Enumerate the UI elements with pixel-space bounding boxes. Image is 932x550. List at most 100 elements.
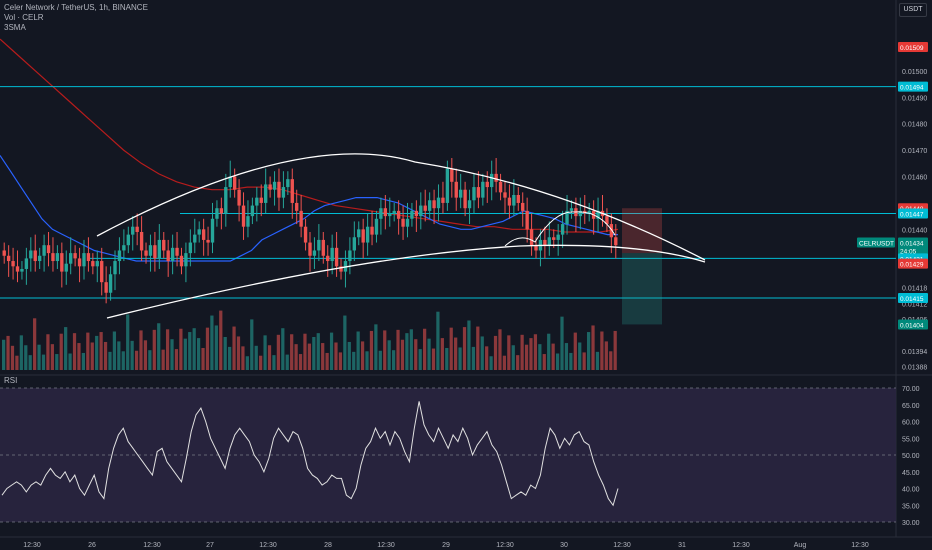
volume-bar <box>449 327 453 370</box>
price-tick-label: 0.01480 <box>902 122 927 129</box>
volume-bar <box>564 343 569 370</box>
price-tag-box <box>898 319 928 330</box>
volume-bar <box>516 355 520 370</box>
volume-indicator-label[interactable]: Vol · CELR <box>4 13 44 22</box>
candle-body <box>131 226 135 235</box>
volume-bar <box>538 344 542 370</box>
candle-body <box>77 258 82 267</box>
candle-body <box>210 218 215 243</box>
volume-bar <box>103 341 108 370</box>
price-tag-label: CELRUSDT <box>859 241 894 248</box>
volume-bar <box>130 340 134 370</box>
candle-body <box>312 250 317 256</box>
candle-body <box>144 250 148 256</box>
candle-body <box>383 208 388 217</box>
candle-body <box>228 176 232 188</box>
price-tag-box <box>898 245 928 256</box>
candle-body <box>605 216 609 225</box>
candle-body <box>157 239 162 259</box>
candle-body <box>69 253 73 264</box>
candle-body <box>614 237 618 246</box>
volume-bar <box>68 353 72 370</box>
candle-body <box>6 255 11 262</box>
candle-body <box>33 250 37 262</box>
time-tick-label: 12:30 <box>496 542 514 549</box>
volume-bar <box>170 339 174 370</box>
candle-body <box>552 237 556 240</box>
candle-body <box>432 200 436 209</box>
rsi-line <box>1 401 619 507</box>
price-tick-label: 0.01490 <box>902 95 927 102</box>
time-tick-label: 12:30 <box>732 542 750 549</box>
volume-bar <box>250 319 254 370</box>
rsi-tick-label: 60.00 <box>902 420 920 427</box>
volume-bar <box>321 343 325 370</box>
volume-bar <box>458 347 462 370</box>
candle-body <box>348 250 352 262</box>
volume-bar <box>276 334 280 370</box>
volume-bar <box>427 338 431 370</box>
volume-bar <box>86 332 90 370</box>
candle-body <box>206 239 210 243</box>
volume-bar <box>307 343 312 370</box>
volume-bar <box>24 345 28 370</box>
volume-bar <box>471 346 475 370</box>
candle-body <box>498 181 503 193</box>
volume-bar <box>338 352 343 370</box>
candle-body <box>352 237 357 251</box>
volume-bar <box>196 338 201 370</box>
candle-body <box>122 245 126 251</box>
time-tick-label: 27 <box>206 542 214 549</box>
candle-body <box>525 210 529 230</box>
volume-bar <box>431 348 436 370</box>
candle-body <box>246 216 250 227</box>
volume-bar <box>533 334 538 370</box>
volume-bar <box>595 351 600 370</box>
volume-bar <box>134 350 139 370</box>
candle-body <box>326 255 330 262</box>
candle-body <box>15 266 20 272</box>
time-tick-label: Aug <box>794 542 807 549</box>
volume-bar <box>440 338 444 370</box>
currency-button[interactable]: USDT <box>899 3 927 17</box>
volume-bar <box>219 310 223 370</box>
candle-body <box>463 189 467 209</box>
price-tick-label: 0.01388 <box>902 365 927 372</box>
candle-body <box>494 173 498 182</box>
volume-bar <box>454 337 458 370</box>
volume-bar <box>325 352 329 370</box>
rsi-tick-label: 45.00 <box>902 470 920 477</box>
rsi-tick-label: 50.00 <box>902 453 920 460</box>
candle-body <box>73 253 77 259</box>
candle-body <box>609 224 614 238</box>
volume-bar <box>245 356 249 370</box>
candle-body <box>86 253 91 262</box>
time-tick-label: 12:30 <box>851 542 869 549</box>
candle-body <box>37 255 42 262</box>
volume-bar <box>33 318 37 370</box>
volume-bar <box>582 352 586 370</box>
volume-bar <box>529 338 533 370</box>
candle-body <box>255 197 259 206</box>
volume-bar <box>254 345 258 370</box>
candle-body <box>454 181 458 198</box>
candle-body <box>295 202 299 211</box>
volume-bar <box>485 346 489 370</box>
rsi-tick-label: 55.00 <box>902 436 920 443</box>
sma-indicator-label[interactable]: 3SMA <box>4 23 26 32</box>
candle-body <box>184 253 188 267</box>
candle-body <box>166 250 170 262</box>
candle-body <box>547 237 551 246</box>
volume-bar <box>174 349 179 370</box>
volume-bar <box>59 333 63 370</box>
volume-bar <box>55 354 59 370</box>
volume-bar <box>560 316 564 370</box>
candle-body <box>339 266 343 272</box>
candle-body <box>410 210 414 219</box>
candle-body <box>543 239 547 246</box>
volume-bar <box>272 355 276 370</box>
price-tick-label: 0.01440 <box>902 227 927 234</box>
volume-bar <box>391 350 396 370</box>
symbol-title[interactable]: Celer Network / TetherUS, 1h, BINANCE <box>4 3 148 12</box>
